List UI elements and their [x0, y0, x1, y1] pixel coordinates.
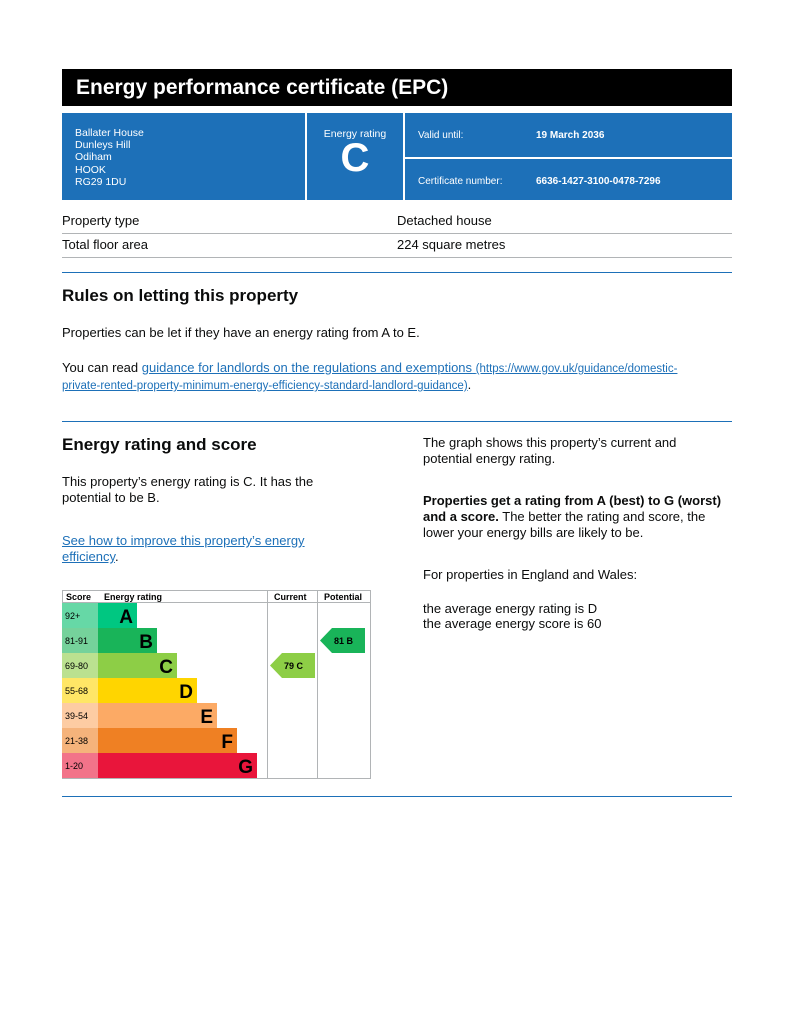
floor-area-row: Total floor area 224 square metres	[62, 233, 732, 258]
letting-text: Properties can be let if they have an en…	[62, 325, 420, 340]
average-score: the average energy score is 60	[423, 616, 602, 631]
score-cell-D	[62, 678, 98, 703]
header-current: Current	[274, 592, 307, 602]
address-line: Odiham	[75, 151, 112, 164]
score-cell-F	[62, 728, 98, 753]
score-cell-C	[62, 653, 98, 678]
valid-until-value: 19 March 2036	[536, 130, 605, 141]
text: .	[467, 377, 472, 392]
band-letter-G: G	[238, 757, 253, 778]
divider	[62, 272, 732, 273]
certificate-number-label: Certificate number:	[418, 176, 503, 187]
improve-text: See how to improve this property’s energ…	[62, 533, 327, 565]
average-rating: the average energy rating is D	[423, 601, 598, 616]
graph-description: The graph shows this property’s current …	[423, 435, 677, 466]
address-line: HOOK	[75, 163, 106, 176]
score-cell-A	[62, 603, 98, 628]
property-type-row: Property type Detached house	[62, 209, 732, 234]
band-bar-G	[98, 753, 257, 778]
current-label: 79 C	[284, 661, 304, 671]
score-label-A: 92+	[65, 611, 80, 621]
text: .	[115, 549, 119, 564]
band-letter-A: A	[119, 607, 133, 628]
score-text: This property’s energy rating is C. It h…	[62, 474, 314, 505]
address-line: Ballater House	[75, 127, 144, 139]
valid-until-label: Valid until:	[418, 130, 464, 141]
value: Detached house	[397, 213, 492, 228]
address-line: Dunleys Hill	[75, 139, 131, 152]
potential-label: 81 B	[334, 636, 354, 646]
divider	[62, 796, 732, 797]
text: You can read	[62, 360, 142, 375]
label: Property type	[62, 213, 140, 228]
certificate-number-value: 6636-1427-3100-0478-7296	[536, 176, 661, 187]
region-text: For properties in England and Wales:	[423, 567, 638, 582]
value: 224 square metres	[397, 237, 506, 252]
score-cell-E	[62, 703, 98, 728]
band-letter-B: B	[139, 632, 153, 653]
valid-until: Valid until: 19 March 2036	[405, 113, 732, 157]
band-bar-F	[98, 728, 237, 753]
score-label-C: 69-80	[65, 661, 88, 671]
score-cell-B	[62, 628, 98, 653]
energy-rating-value: C	[340, 136, 370, 180]
rating-explanation: Properties get a rating from A (best) to…	[423, 493, 733, 541]
label: Total floor area	[62, 237, 148, 252]
improve-link[interactable]: See how to improve this property’s energ…	[62, 533, 305, 564]
score-label-D: 55-68	[65, 686, 88, 696]
score-label-G: 1-20	[65, 761, 83, 771]
address-line: RG29 1DU	[75, 175, 127, 188]
band-letter-D: D	[179, 682, 193, 703]
link-url: (https://www.gov.uk/guidance/domestic-pr…	[62, 363, 678, 392]
header-score: Score	[66, 592, 91, 602]
score-heading: Energy rating and score	[62, 435, 257, 454]
header-potential: Potential	[324, 592, 362, 602]
band-bar-A	[98, 603, 137, 628]
header-energy-rating: Energy rating	[104, 592, 162, 602]
band-letter-F: F	[221, 732, 233, 753]
letting-guidance: You can read guidance for landlords on t…	[62, 360, 712, 394]
address: Ballater House Dunleys Hill Odiham HOOK …	[62, 113, 305, 200]
band-bar-C	[98, 653, 177, 678]
energy-rating-label: Energy rating	[323, 128, 387, 140]
current-arrow	[270, 653, 315, 678]
band-letter-C: C	[159, 657, 173, 678]
score-label-E: 39-54	[65, 711, 88, 721]
band-bar-B	[98, 628, 157, 653]
landlord-guidance-link[interactable]: guidance for landlords on the regulation…	[62, 360, 677, 392]
energy-rating-box: Energy rating C	[307, 113, 403, 200]
band-bar-E	[98, 703, 217, 728]
score-label-F: 21-38	[65, 736, 88, 746]
band-letter-E: E	[200, 707, 213, 728]
divider	[62, 421, 732, 422]
letting-heading: Rules on letting this property	[62, 286, 299, 305]
link-text: guidance for landlords on the regulation…	[141, 360, 473, 375]
page-title: Energy performance certificate (EPC)	[62, 69, 732, 106]
potential-arrow	[320, 628, 365, 653]
bold-text: Properties get a rating from A (best) to…	[423, 493, 722, 524]
score-label-B: 81-91	[65, 636, 88, 646]
energy-rating-chart: Score Energy rating Current Potential 92+ A 81…	[62, 590, 371, 779]
band-bar-D	[98, 678, 197, 703]
certificate-number: Certificate number: 6636-1427-3100-0478-…	[405, 159, 732, 200]
score-cell-G	[62, 753, 98, 778]
text: The better the rating and score, the low…	[423, 509, 706, 540]
